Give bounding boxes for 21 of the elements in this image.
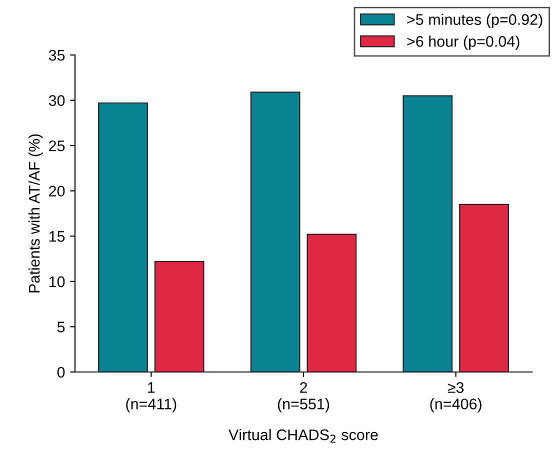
y-tick-label: 25	[49, 140, 65, 152]
y-tick-label: 20	[49, 186, 65, 197]
legend-label: >6 hour (p=0.04)	[407, 36, 520, 50]
y-tick-label: 0	[57, 366, 65, 378]
y-tick-label: 10	[49, 276, 65, 288]
bar	[306, 234, 357, 372]
legend-label: >5 minutes (p=0.92)	[407, 14, 542, 28]
y-tick-label: 35	[48, 50, 65, 61]
bar	[154, 260, 204, 372]
x-tick-label: 1 (n=411)	[126, 382, 176, 412]
bar	[459, 204, 509, 372]
y-tick-label: 30	[48, 95, 65, 106]
x-tick-label: 2 (n=551)	[278, 382, 330, 412]
y-tick-label: 15	[49, 231, 65, 242]
y-tick-label: 5	[57, 322, 65, 332]
bar	[402, 95, 453, 372]
y-axis-title: Patients with AT/AF (%)	[28, 134, 43, 292]
x-tick-label: ≥3 (n=406)	[430, 382, 482, 412]
bar	[98, 102, 148, 372]
x-axis-title: Virtual CHADS$_{2}$ score	[228, 429, 378, 443]
bar	[250, 92, 300, 372]
